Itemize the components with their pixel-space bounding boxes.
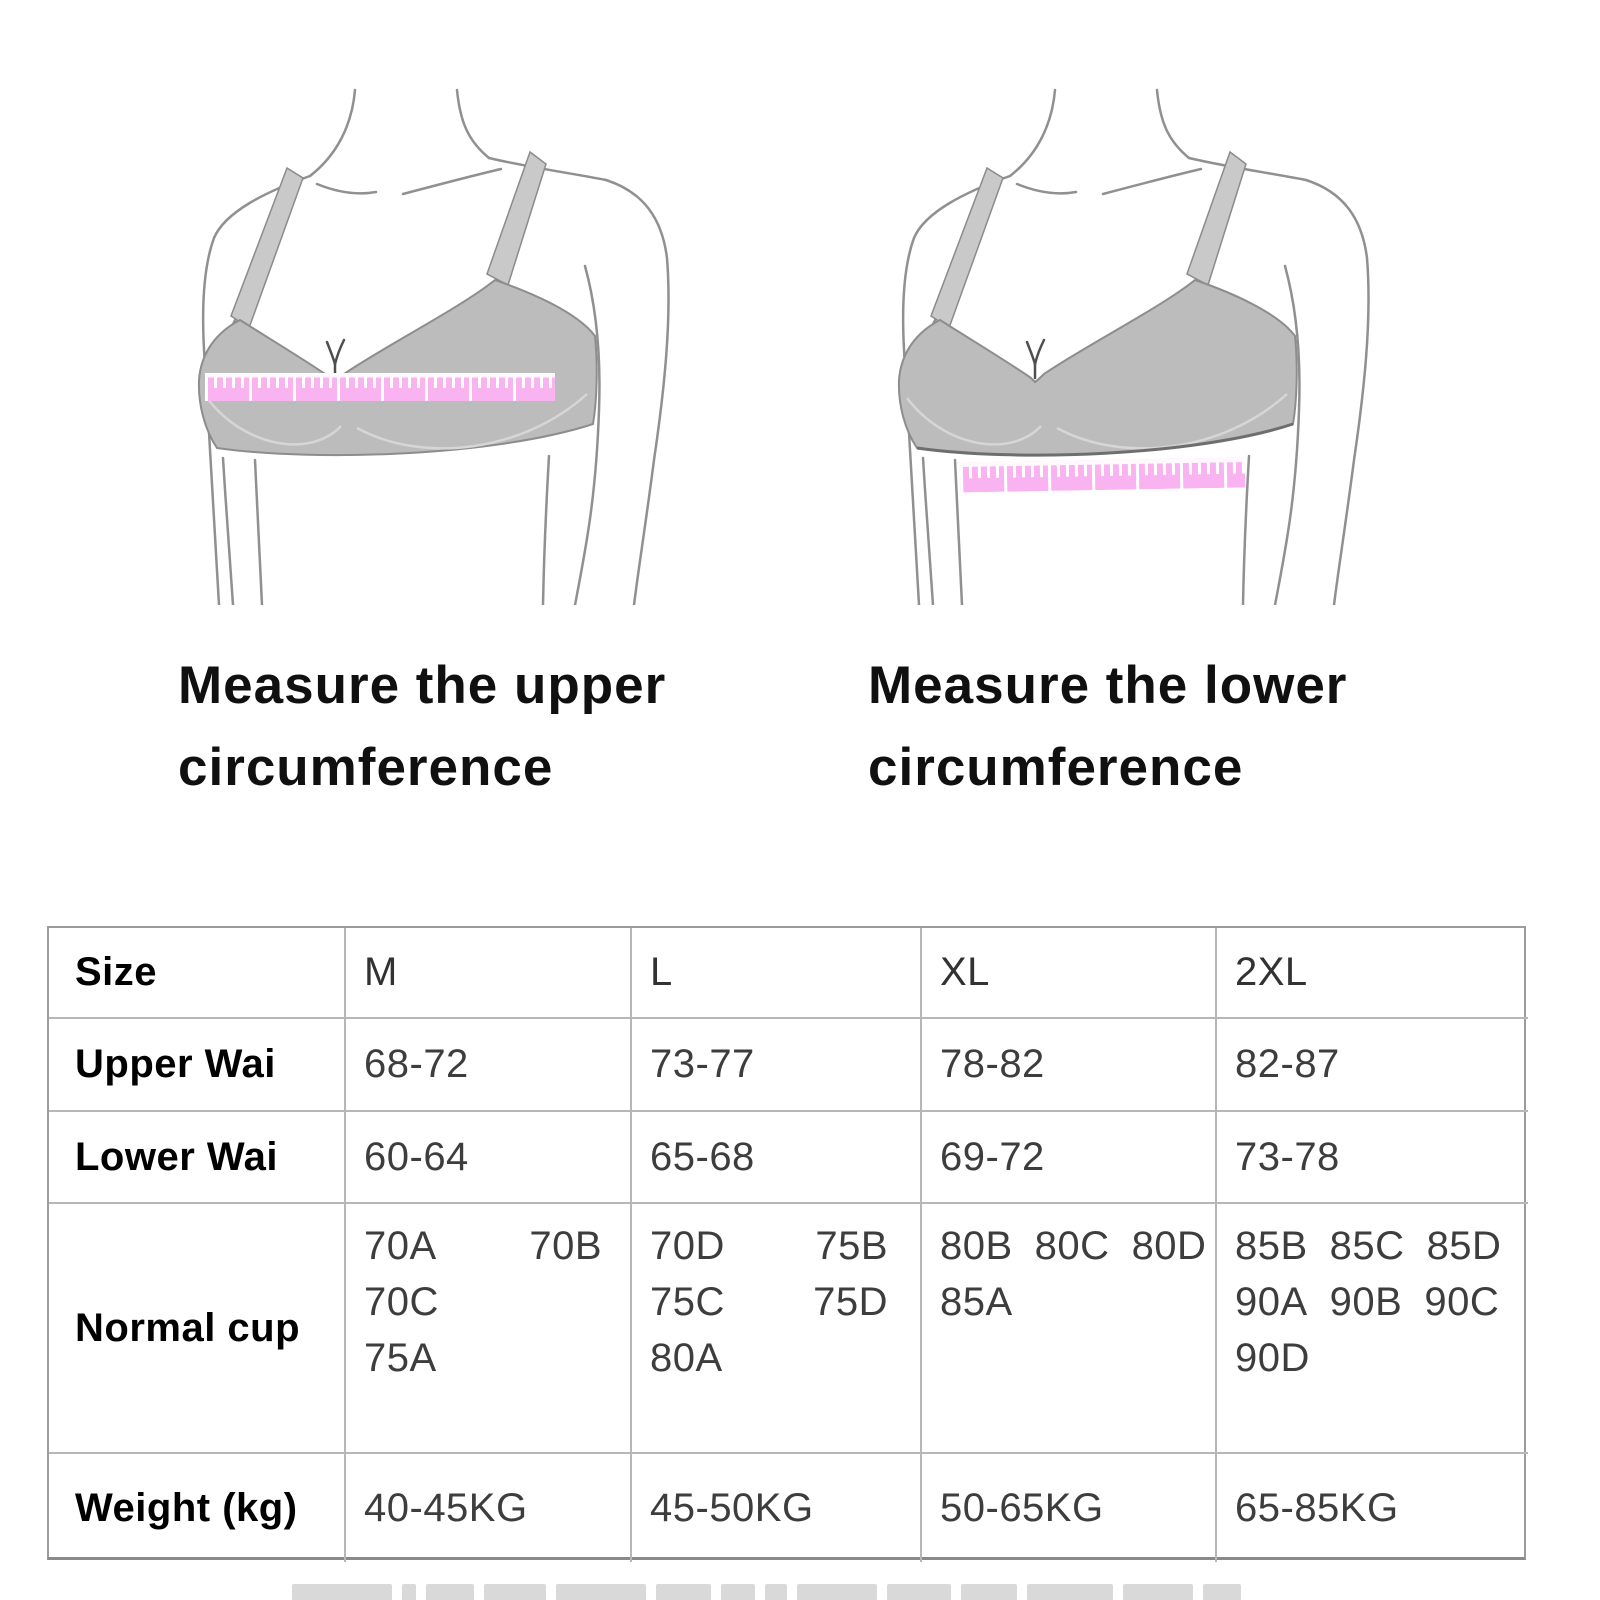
sternum-wishbone-mark: [1025, 338, 1046, 380]
table-cell: 45-50KG: [632, 1454, 922, 1562]
cup-size: 80C: [1034, 1224, 1110, 1268]
cropped-bottom-text-remnant: [292, 1584, 1387, 1600]
cup-seam-lines: [206, 393, 588, 450]
underband-measure-tape-illustration: [897, 88, 1370, 605]
torso-outline: [901, 88, 1370, 605]
cup-seam-lines: [906, 393, 1288, 450]
table-header-2xl: 2XL: [1217, 928, 1528, 1019]
table-cell: 73-77: [632, 1019, 922, 1112]
table-cell: 40-45KG: [346, 1454, 632, 1562]
cup-size: 75B: [815, 1224, 888, 1268]
row-label-weight: Weight (kg): [49, 1454, 346, 1562]
measuring-tape-bust: [205, 373, 555, 401]
cup-size: 85B: [1235, 1224, 1308, 1268]
cup-size: 85A: [940, 1280, 1013, 1324]
cup-size: 75A: [364, 1336, 437, 1380]
underband-edge-line: [916, 422, 1294, 457]
table-cell: 82-87: [1217, 1019, 1528, 1112]
cup-size: 80A: [650, 1336, 723, 1380]
row-label-normal-cup: Normal cup: [49, 1204, 346, 1454]
cup-size: 90B: [1329, 1280, 1403, 1324]
caption-line: Measure the lower: [868, 656, 1348, 715]
sternum-wishbone-mark: [325, 338, 346, 377]
table-cell: 65-68: [632, 1112, 922, 1204]
table-cell: 73-78: [1217, 1112, 1528, 1204]
table-cell: 50-65KG: [922, 1454, 1217, 1562]
table-cell: 68-72: [346, 1019, 632, 1112]
caption-line: Measure the upper: [178, 656, 667, 715]
bra-body: [897, 278, 1298, 457]
bra-body: [197, 278, 598, 457]
table-cell-cups-l: 70D 75B 75C 75D 80A: [632, 1204, 922, 1454]
cup-size: 70C: [364, 1280, 439, 1324]
caption-line: circumference: [178, 738, 554, 797]
cup-size: 75D: [813, 1280, 888, 1324]
cup-size: 75C: [650, 1280, 725, 1324]
table-cell: 69-72: [922, 1112, 1217, 1204]
cup-size: 85C: [1329, 1224, 1405, 1268]
caption-line: circumference: [868, 738, 1244, 797]
table-cell: 60-64: [346, 1112, 632, 1204]
table-cell-cups-xl: 80B 80C 80D 85A: [922, 1204, 1217, 1454]
torso-outline: [201, 88, 670, 605]
table-cell: 78-82: [922, 1019, 1217, 1112]
caption-lower-circumference: Measure the lower circumference: [868, 645, 1347, 809]
table-cell: 65-85KG: [1235, 1485, 1399, 1530]
table-header-m: M: [346, 928, 632, 1019]
measuring-tape-underband: [959, 457, 1246, 493]
cup-size: 90A: [1235, 1280, 1308, 1324]
row-label-lower-wai: Lower Wai: [49, 1112, 346, 1204]
table-cell-cups-2xl: 85B 85C 85D 90A 90B 90C 90D: [1217, 1204, 1528, 1454]
cup-size: 70D: [650, 1224, 725, 1268]
cup-size: 70A: [364, 1224, 437, 1268]
cup-size: 80B: [940, 1224, 1013, 1268]
cup-size: 70B: [529, 1224, 602, 1268]
size-table: Size M L XL 2XL Upper Wai 68-72 73-77 78…: [47, 926, 1528, 1562]
table-cell-cups-m: 70A 70B 70C 75A: [346, 1204, 632, 1454]
table-header-xl: XL: [922, 928, 1217, 1019]
table-header-size: Size: [49, 928, 346, 1019]
cup-size: 80D: [1131, 1224, 1207, 1268]
bust-measure-tape-illustration: [197, 88, 670, 605]
caption-upper-circumference: Measure the upper circumference: [178, 645, 666, 809]
cup-size: 90D: [1235, 1336, 1310, 1380]
cup-size: 85D: [1426, 1224, 1502, 1268]
table-header-l: L: [632, 928, 922, 1019]
row-label-upper-wai: Upper Wai: [49, 1019, 346, 1112]
cup-size: 90C: [1424, 1280, 1500, 1324]
